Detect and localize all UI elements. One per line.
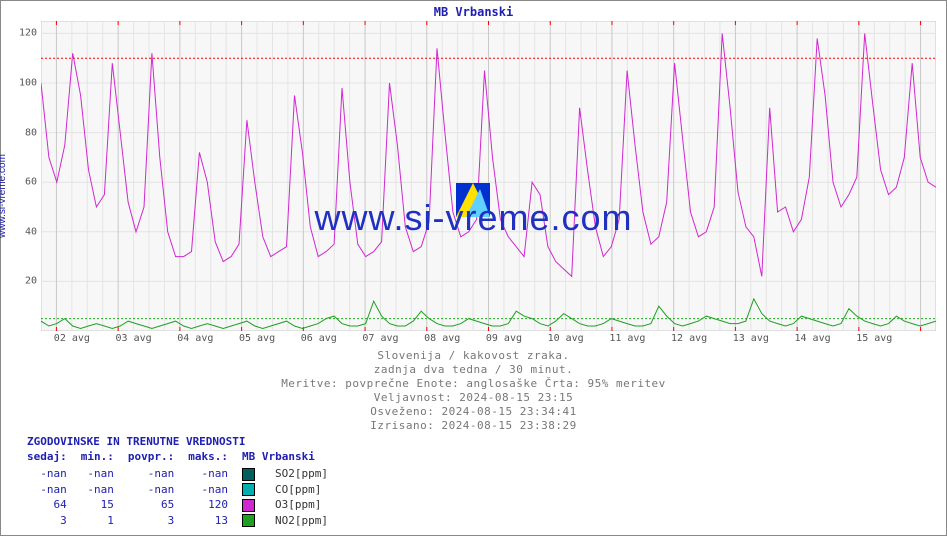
legend-label: NO2[ppm] — [269, 514, 334, 528]
plot-svg — [41, 21, 936, 331]
chart-title: MB Vrbanski — [1, 5, 946, 19]
legend-value: -nan — [75, 483, 120, 497]
legend-label: O3[ppm] — [269, 498, 334, 512]
y-tick: 60 — [25, 177, 37, 188]
legend-value: 3 — [21, 514, 73, 528]
legend-header: povpr.: — [122, 450, 180, 465]
x-tick: 11 avg — [609, 333, 645, 344]
legend-value: 65 — [122, 498, 180, 512]
legend-value: 1 — [75, 514, 120, 528]
meta-line: zadnja dva tedna / 30 minut. — [1, 363, 946, 377]
legend-value: -nan — [75, 467, 120, 481]
meta-line: Osveženo: 2024-08-15 23:34:41 — [1, 405, 946, 419]
legend-value: 13 — [182, 514, 234, 528]
x-tick: 06 avg — [301, 333, 337, 344]
y-tick: 120 — [19, 28, 37, 39]
legend-value: -nan — [182, 483, 234, 497]
y-tick-labels: 20406080100120 — [1, 21, 39, 331]
legend-value: 120 — [182, 498, 234, 512]
x-tick: 13 avg — [733, 333, 769, 344]
x-tick: 03 avg — [116, 333, 152, 344]
x-tick: 07 avg — [362, 333, 398, 344]
legend-header: maks.: — [182, 450, 234, 465]
y-tick: 80 — [25, 127, 37, 138]
plot-area — [41, 21, 936, 331]
legend-table: ZGODOVINSKE IN TRENUTNE VREDNOSTIsedaj:m… — [19, 433, 336, 529]
x-tick: 15 avg — [856, 333, 892, 344]
legend-swatch — [242, 514, 255, 527]
legend-header: sedaj: — [21, 450, 73, 465]
chart-frame: www.si-vreme.com MB Vrbanski 20406080100… — [0, 0, 947, 536]
legend-header: min.: — [75, 450, 120, 465]
legend-value: -nan — [122, 467, 180, 481]
x-tick: 08 avg — [424, 333, 460, 344]
meta-line: Meritve: povprečne Enote: anglosaške Črt… — [1, 377, 946, 391]
x-tick-labels: 02 avg 03 avg 04 avg 05 avg 06 avg 07 avg 08 a… — [41, 333, 936, 347]
legend-value: -nan — [122, 483, 180, 497]
meta-line: Veljavnost: 2024-08-15 23:15 — [1, 391, 946, 405]
legend-header: MB Vrbanski — [236, 450, 334, 465]
meta-line: Izrisano: 2024-08-15 23:38:29 — [1, 419, 946, 433]
legend-title: ZGODOVINSKE IN TRENUTNE VREDNOSTI — [21, 435, 334, 448]
legend-value: -nan — [182, 467, 234, 481]
metadata-block: Slovenija / kakovost zraka.zadnja dva te… — [1, 349, 946, 433]
legend-label: CO[ppm] — [269, 483, 334, 497]
x-tick: 02 avg — [54, 333, 90, 344]
x-tick: 10 avg — [548, 333, 584, 344]
legend-value: 15 — [75, 498, 120, 512]
y-tick: 100 — [19, 78, 37, 89]
x-tick: 04 avg — [177, 333, 213, 344]
legend-swatch — [242, 483, 255, 496]
x-tick: 05 avg — [239, 333, 275, 344]
y-tick: 20 — [25, 276, 37, 287]
legend-value: -nan — [21, 467, 73, 481]
legend-value: -nan — [21, 483, 73, 497]
watermark-text: www.si-vreme.com — [1, 197, 946, 239]
x-tick: 09 avg — [486, 333, 522, 344]
legend-value: 3 — [122, 514, 180, 528]
legend-label: SO2[ppm] — [269, 467, 334, 481]
x-tick: 12 avg — [671, 333, 707, 344]
legend-swatch — [242, 499, 255, 512]
legend-value: 64 — [21, 498, 73, 512]
legend-swatch — [242, 468, 255, 481]
meta-line: Slovenija / kakovost zraka. — [1, 349, 946, 363]
x-tick: 14 avg — [794, 333, 830, 344]
